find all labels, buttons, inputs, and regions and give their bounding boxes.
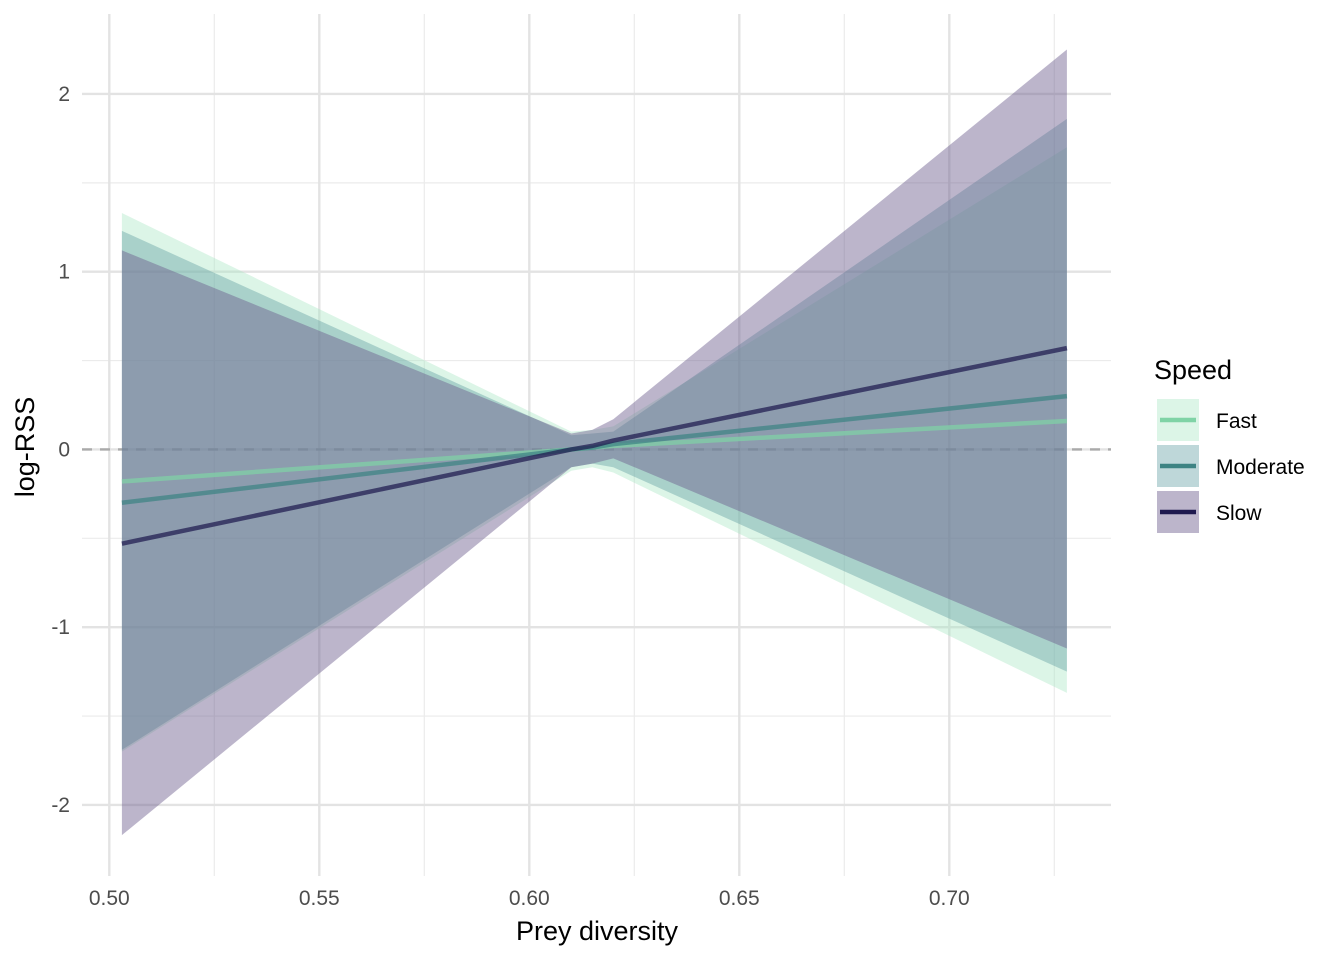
- confidence-band-slow: [121, 49, 1067, 836]
- legend-label: Slow: [1216, 502, 1262, 525]
- series-lines: [121, 345, 1068, 546]
- y-tick-label: 1: [58, 261, 70, 284]
- legend-item-moderate: Moderate: [1157, 445, 1305, 487]
- y-tick-label: -1: [51, 616, 70, 639]
- x-axis-title: Prey diversity: [516, 916, 679, 946]
- y-axis-tick-labels: -2 -1 0 1 2: [51, 83, 70, 817]
- x-tick-label: 0.50: [89, 887, 130, 910]
- x-tick-label: 0.65: [719, 887, 760, 910]
- legend: Speed Fast Moderate Slow: [1154, 355, 1305, 533]
- y-tick-label: 2: [58, 83, 70, 106]
- series-line-slow: [121, 345, 1068, 546]
- legend-item-slow: Slow: [1157, 491, 1262, 533]
- confidence-bands: [121, 49, 1067, 836]
- confidence-band-moderate: [121, 118, 1067, 750]
- x-axis-tick-labels: 0.50 0.55 0.60 0.65 0.70: [89, 887, 970, 910]
- minor-gridlines: [82, 14, 1111, 876]
- y-axis-title: log-RSS: [10, 397, 40, 498]
- x-tick-label: 0.60: [509, 887, 550, 910]
- legend-item-fast: Fast: [1157, 399, 1257, 441]
- y-tick-label: -2: [51, 794, 70, 817]
- legend-title: Speed: [1154, 355, 1232, 385]
- x-tick-label: 0.70: [929, 887, 970, 910]
- x-tick-label: 0.55: [299, 887, 340, 910]
- legend-items: Fast Moderate Slow: [1157, 399, 1305, 533]
- legend-label: Fast: [1216, 410, 1257, 433]
- legend-label: Moderate: [1216, 456, 1305, 479]
- y-tick-label: 0: [58, 438, 70, 461]
